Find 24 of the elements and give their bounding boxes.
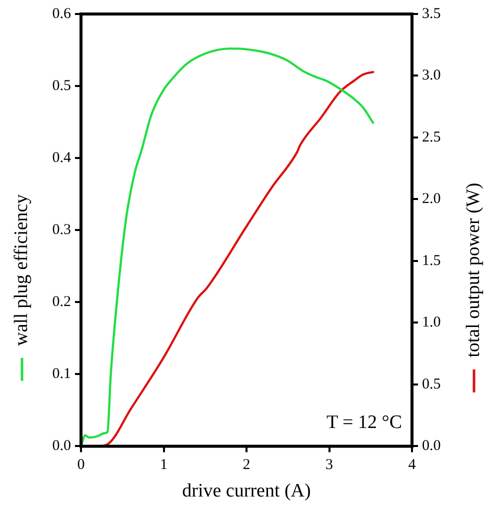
y-tick-label: 0.5	[52, 78, 71, 94]
x-tick-label: 0	[77, 457, 85, 474]
y2-tick-label: 2.0	[422, 191, 441, 208]
y2-tick-label: 0.0	[422, 438, 441, 454]
x-tick-label: 1	[160, 457, 168, 474]
y2-tick-label: 1.5	[422, 252, 441, 269]
y-tick-label: 0.0	[52, 438, 71, 454]
x-tick-label: 4	[408, 457, 416, 474]
y-tick-label: 0.3	[52, 222, 71, 238]
y-tick-label: 0.6	[52, 6, 72, 22]
x-axis-title: drive current (A)	[182, 480, 311, 502]
y-axis-title: wall plug efficiency	[10, 194, 32, 346]
y2-axis-title: total output power (W)	[462, 182, 484, 358]
y2-tick-label: 3.5	[422, 6, 441, 22]
y2-tick-label: 3.0	[422, 68, 441, 84]
x-tick-label: 2	[242, 457, 250, 474]
y-tick-label: 0.2	[52, 294, 71, 310]
annotation: T = 12 °C	[326, 412, 402, 434]
x-tick-label: 3	[326, 457, 333, 474]
y2-tick-label: 1.0	[422, 314, 441, 331]
y2-tick-label: 2.5	[422, 129, 441, 146]
y-tick-label: 0.4	[52, 150, 72, 166]
y-tick-label: 0.1	[52, 366, 71, 382]
y2-tick-label: 0.5	[422, 376, 441, 392]
